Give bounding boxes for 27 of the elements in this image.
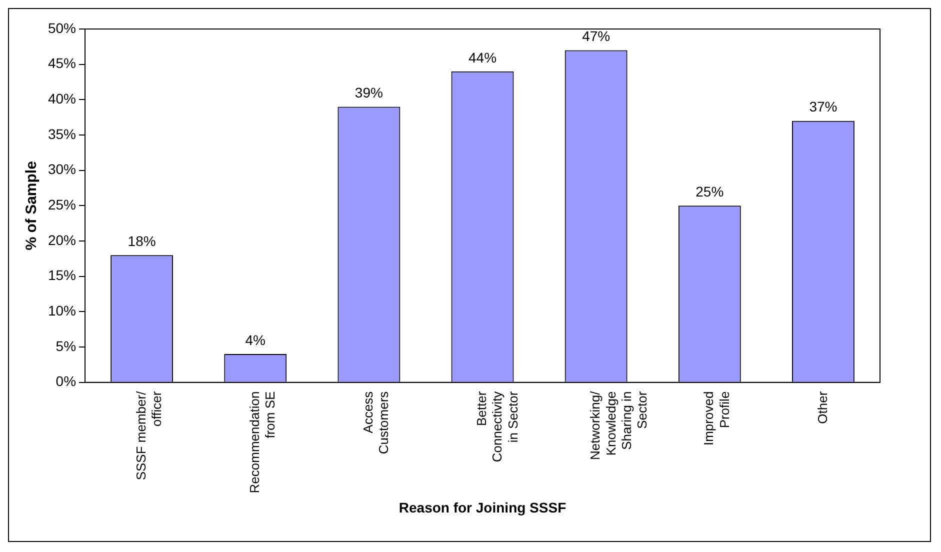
y-axis-title: % of Sample — [23, 161, 40, 250]
data-label: 44% — [468, 49, 497, 66]
y-tick-label: 0% — [56, 373, 76, 390]
y-tick-label: 50% — [48, 20, 76, 36]
x-tick-label: Other — [814, 390, 830, 424]
x-tick-label: Networking/ Knowledge Sharing in Sector — [588, 390, 650, 460]
x-tick-label: Improved Profile — [701, 391, 732, 446]
y-tick-label: 35% — [48, 126, 76, 142]
y-tick-label: 40% — [48, 90, 76, 107]
x-tick-label: SSSF member/ officer — [133, 390, 164, 480]
x-tick-label: Recommendation from SE — [246, 391, 278, 494]
x-axis-title: Reason for Joining SSSF — [398, 499, 567, 516]
data-label: 18% — [128, 232, 156, 249]
x-tick-label: Access Customers — [360, 390, 392, 454]
data-label: 25% — [696, 184, 724, 200]
data-label: 47% — [582, 28, 610, 44]
data-label: 39% — [354, 84, 383, 101]
x-tick-label: Better Connectivity in Sector — [474, 390, 520, 462]
y-tick-label: 30% — [48, 161, 76, 178]
data-label: 37% — [809, 98, 838, 115]
data-label: 4% — [245, 332, 266, 348]
y-tick-label: 15% — [48, 267, 76, 284]
y-tick-label: 20% — [48, 232, 76, 248]
y-tick-label: 45% — [48, 55, 76, 72]
y-tick-label: 10% — [48, 302, 76, 319]
y-tick-label: 25% — [48, 196, 76, 213]
y-tick-label: 5% — [56, 338, 76, 354]
